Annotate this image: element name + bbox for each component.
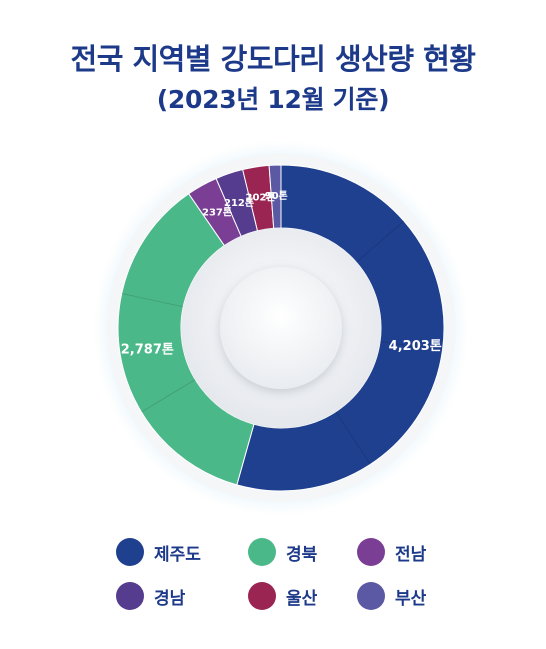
legend-label: 제주도 (154, 544, 201, 565)
legend-swatch (248, 538, 276, 566)
slice-spoke (121, 292, 184, 308)
slice-label-제주도: 4,203톤 (389, 339, 442, 354)
slice-spoke (141, 379, 196, 413)
slice-label-울산: 202톤 (246, 192, 276, 204)
legend-swatch (357, 582, 385, 610)
legend-label: 경북 (286, 544, 318, 565)
chart-subtitle: (2023년 12월 기준) (156, 85, 390, 114)
chart-center-button (220, 267, 342, 389)
slice-label-경남: 212톤 (224, 197, 254, 209)
donut-slices (117, 164, 445, 492)
legend-swatch (248, 582, 276, 610)
donut-spokes (121, 220, 443, 465)
legend-item: 제주도 (116, 537, 201, 567)
legend-item: 부산 (357, 581, 426, 611)
legend-item: 전남 (357, 537, 426, 567)
legend-swatch (116, 582, 144, 610)
chart-title: 전국 지역별 강도다리 생산량 현황 (70, 42, 476, 76)
legend-swatch (116, 538, 144, 566)
legend-label: 경남 (154, 588, 186, 609)
slice-label-전남: 237톤 (202, 207, 232, 219)
slice-spoke (356, 220, 405, 263)
slice-spoke (379, 341, 443, 351)
legend-label: 울산 (286, 588, 318, 609)
legend-swatch (357, 538, 385, 566)
legend-label: 전남 (395, 544, 427, 565)
slice-spoke (335, 411, 371, 465)
legend-item: 울산 (248, 581, 317, 611)
slice-label-부산: 90톤 (265, 190, 288, 202)
legend-item: 경북 (248, 537, 317, 567)
legend-item: 경남 (116, 581, 185, 611)
legend-label: 부산 (395, 588, 427, 609)
slice-label-경북: 2,787톤 (121, 343, 174, 358)
